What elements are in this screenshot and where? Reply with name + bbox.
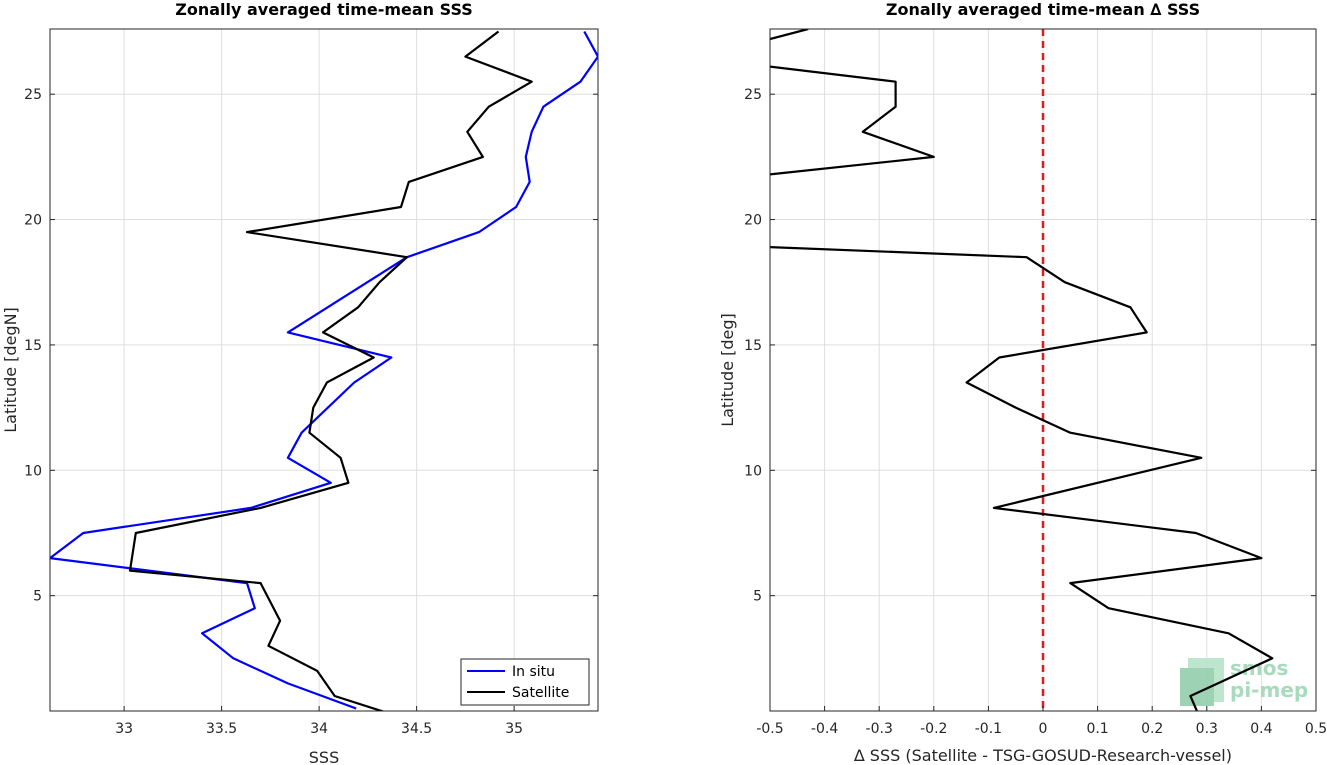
delta-sss-delta-series-line <box>770 65 935 176</box>
logo-text-smos: smos <box>1230 656 1288 680</box>
sss-plot-area <box>50 29 598 711</box>
sss-x-tick-label: 33.5 <box>206 721 237 737</box>
delta-sss-y-tick-label: 10 <box>744 463 762 479</box>
sss-y-tick-label: 15 <box>24 338 42 354</box>
delta-sss-x-tick-label: -0.1 <box>975 721 1002 737</box>
delta-sss-x-tick-label: -0.3 <box>866 721 893 737</box>
sss-y-tick-label: 10 <box>24 463 42 479</box>
sss-panel: Zonally averaged time-mean SSS 33 33.5 34 3… <box>1 0 599 765</box>
sss-y-axis-label: Latitude [degN] <box>1 307 20 433</box>
sss-ticks: 33 33.5 34 34.5 35 5 10 15 20 25 <box>24 87 598 737</box>
delta-sss-delta-series-line <box>770 246 1274 711</box>
delta-sss-y-tick-label: 5 <box>753 589 762 605</box>
sss-y-tick-label: 20 <box>24 213 42 229</box>
sss-x-tick-label: 34 <box>310 721 328 737</box>
delta-sss-x-tick-label: -0.5 <box>756 721 783 737</box>
sss-satellite-series-line <box>128 30 533 711</box>
legend-in-situ-label: In situ <box>512 664 555 680</box>
sss-series-lines <box>50 30 598 711</box>
sss-in-situ-series-line <box>50 30 598 710</box>
delta-sss-y-tick-label: 20 <box>744 213 762 229</box>
delta-sss-x-tick-label: 0.3 <box>1196 721 1218 737</box>
sss-y-tick-label: 25 <box>24 87 42 103</box>
sss-x-axis-label: SSS <box>309 748 339 765</box>
delta-sss-y-tick-label: 25 <box>744 87 762 103</box>
delta-sss-x-tick-label: 0.1 <box>1086 721 1108 737</box>
delta-sss-delta-series-line <box>770 29 809 41</box>
delta-sss-x-tick-label: 0.4 <box>1250 721 1272 737</box>
sss-grid <box>50 29 598 711</box>
sss-x-tick-label: 34.5 <box>401 721 432 737</box>
delta-sss-y-tick-label: 15 <box>744 338 762 354</box>
sss-axes-box <box>49 28 599 712</box>
legend-box <box>460 658 590 706</box>
delta-sss-x-tick-label: 0 <box>1039 721 1048 737</box>
logo-text-pi-mep: pi-mep <box>1230 678 1308 702</box>
delta-sss-panel: Zonally averaged time-mean ∆ SSS smos pi… <box>718 0 1327 765</box>
sss-panel-title: Zonally averaged time-mean SSS <box>175 0 473 19</box>
sss-x-tick-label: 35 <box>505 721 523 737</box>
sss-y-tick-label: 5 <box>33 589 42 605</box>
delta-sss-x-tick-label: 0.2 <box>1141 721 1163 737</box>
delta-sss-x-tick-label: 0.5 <box>1305 721 1327 737</box>
delta-sss-panel-title: Zonally averaged time-mean ∆ SSS <box>886 0 1200 19</box>
legend: In situ Satellite <box>460 658 590 706</box>
delta-sss-ticks: -0.5 -0.4 -0.3 -0.2 -0.1 0 0.1 0.2 0.3 0.4 0.5 5 10 1… <box>744 87 1327 737</box>
delta-sss-y-axis-label: Latitude [deg] <box>718 313 737 427</box>
delta-sss-x-tick-label: -0.4 <box>811 721 838 737</box>
delta-sss-x-axis-label: ∆ SSS (Satellite - TSG-GOSUD-Research-ve… <box>853 746 1232 765</box>
legend-satellite-label: Satellite <box>512 685 569 701</box>
delta-sss-series-lines <box>770 29 1274 711</box>
sss-x-tick-label: 33 <box>115 721 133 737</box>
smos-pi-mep-logo: smos pi-mep <box>1180 656 1308 706</box>
delta-sss-x-tick-label: -0.2 <box>920 721 947 737</box>
